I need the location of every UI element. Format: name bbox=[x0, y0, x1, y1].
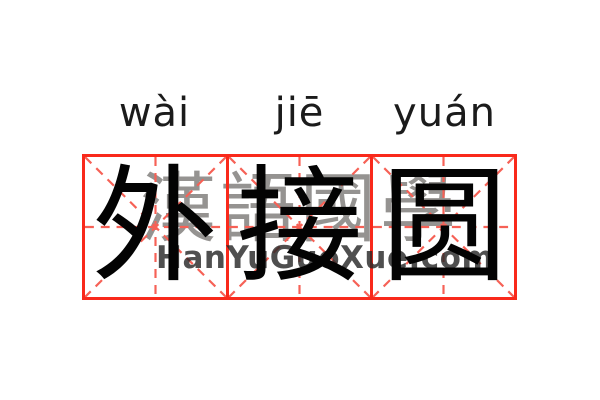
pinyin-syllable-2: jiē bbox=[274, 90, 325, 136]
guide-lines-icon bbox=[229, 157, 370, 297]
pinyin-syllable-1: wài bbox=[118, 90, 191, 136]
tianzige-cell-3 bbox=[370, 157, 514, 297]
hanzi-character-1: 外 bbox=[91, 153, 218, 300]
guide-lines-icon bbox=[85, 157, 226, 297]
guide-lines-icon bbox=[373, 157, 514, 297]
tianzige-cell-2 bbox=[226, 157, 370, 297]
tianzige-cell-1 bbox=[85, 157, 226, 297]
tianzige-grid bbox=[82, 154, 517, 300]
ghost-cjk-watermark: 漢語國學 bbox=[140, 164, 460, 253]
pinyin-syllable-3: yuán bbox=[393, 90, 496, 136]
hanzi-character-2: 接 bbox=[236, 153, 363, 300]
site-watermark: HanYuGuoXue.com bbox=[156, 240, 495, 276]
hanzi-character-3: 圆 bbox=[381, 153, 508, 300]
